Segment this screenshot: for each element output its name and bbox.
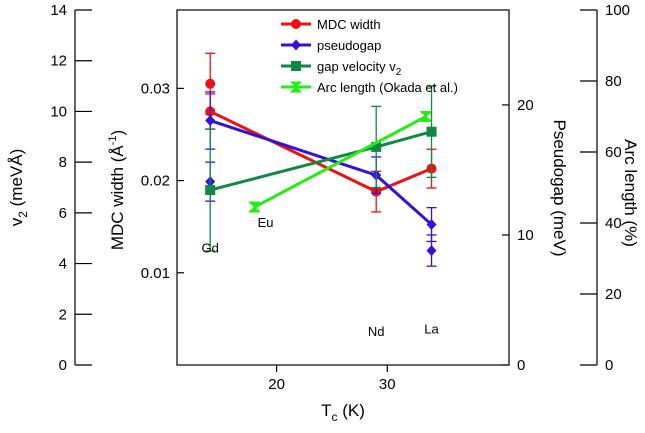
legend-swatch-marker <box>291 39 301 51</box>
arc-tick-label: 0 <box>605 357 613 374</box>
legend-entry: MDC width <box>281 17 381 32</box>
series-point-pseudogap <box>205 115 216 127</box>
arc-tick-label: 20 <box>605 286 622 303</box>
pseudogap-tick-label: 10 <box>517 227 534 244</box>
annotations-layer: Gd Eu Nd La <box>202 215 440 339</box>
axes-layer: 20 30 Tc (K) 0 2 4 6 8 10 12 14 v2 (meVÅ) 0.01 0.02 0.… <box>7 2 640 424</box>
v2-tick-label: 6 <box>59 205 67 222</box>
series-point-v2 <box>426 126 437 137</box>
mdc-tick-label: 0.03 <box>141 80 170 97</box>
arc-tick-label: 80 <box>605 73 622 90</box>
v2-axis-label: v2 (meVÅ) <box>7 149 30 227</box>
v2-tick-label: 8 <box>59 154 67 171</box>
x-tick-label: 30 <box>379 376 396 393</box>
legend: MDC width pseudogap gap velocity v2 Arc len… <box>281 17 458 95</box>
extra-point-marker <box>426 245 437 257</box>
arc-tick-label: 40 <box>605 215 622 232</box>
annotation-la: La <box>424 322 439 337</box>
mdc-tick-label: 0.02 <box>141 173 170 190</box>
v2-tick-label: 4 <box>59 256 67 273</box>
series-point-v2 <box>205 185 216 196</box>
v2-tick-label: 12 <box>50 53 67 70</box>
x-axis-label: Tc (K) <box>321 401 365 424</box>
arc-axis-label: Arc length (%) <box>621 139 640 247</box>
v2-tick-label: 14 <box>50 2 67 19</box>
legend-entry: pseudogap <box>281 38 381 53</box>
legend-swatch-marker <box>291 61 301 71</box>
plot-frame <box>176 9 510 366</box>
series-line-arc <box>253 115 427 209</box>
arc-tick-label: 60 <box>605 144 622 161</box>
v2-tick-label: 0 <box>59 357 67 374</box>
series-point-arc <box>419 111 433 122</box>
legend-entry: Arc length (Okada et al.) <box>281 80 458 95</box>
annotation-eu: Eu <box>258 215 274 230</box>
x-tick-label: 20 <box>268 376 285 393</box>
pseudogap-axis-label: Pseudogap (meV) <box>550 119 569 256</box>
series-point-v2 <box>371 141 382 152</box>
series-layer <box>205 52 437 267</box>
series-line-mdc <box>209 110 433 194</box>
legend-label: MDC width <box>317 17 381 32</box>
legend-swatch-marker <box>289 81 303 93</box>
v2-tick-label: 10 <box>50 103 67 120</box>
mdc-axis-label: MDC width (Å-1) <box>107 130 127 250</box>
series-point-pseudogap <box>426 219 437 231</box>
legend-label: gap velocity v2 <box>317 59 402 78</box>
annotation-gd: Gd <box>202 240 219 255</box>
series-arc <box>248 111 433 213</box>
legend-entry: gap velocity v2 <box>281 59 402 78</box>
pseudogap-tick-label: 20 <box>517 97 534 114</box>
arc-tick-label: 100 <box>605 2 630 19</box>
pseudogap-tick-label: 0 <box>517 357 525 374</box>
legend-label: pseudogap <box>317 38 381 53</box>
series-mdc <box>205 93 437 213</box>
legend-label: Arc length (Okada et al.) <box>317 80 458 95</box>
annotation-nd: Nd <box>368 324 385 339</box>
mdc-tick-label: 0.01 <box>141 265 170 282</box>
extra-point-marker <box>205 78 216 89</box>
series-pseudogap <box>205 91 437 243</box>
legend-swatch-marker <box>291 19 301 29</box>
v2-tick-label: 2 <box>59 306 67 323</box>
series-point-arc <box>248 201 261 213</box>
series-v2 <box>205 85 437 252</box>
